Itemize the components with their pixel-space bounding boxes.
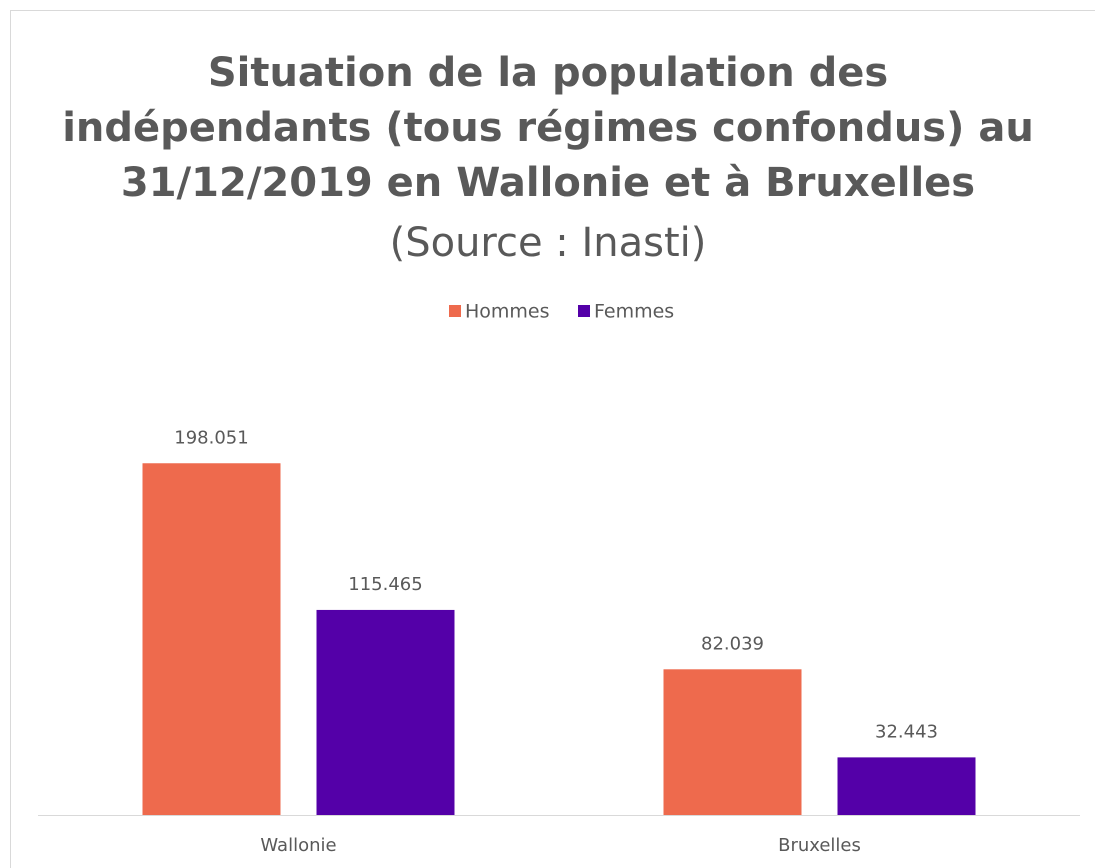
data-label: 198.051 <box>174 427 248 448</box>
chart-title: indépendants (tous régimes confondus) au <box>62 105 1034 151</box>
legend-swatch <box>578 305 590 317</box>
bar <box>837 757 976 815</box>
x-tick-label: Bruxelles <box>778 835 861 856</box>
chart-subtitle: (Source : Inasti) <box>390 220 707 266</box>
bar <box>316 609 455 815</box>
legend-label: Femmes <box>594 301 674 323</box>
legend-swatch <box>449 305 461 317</box>
data-label: 115.465 <box>348 574 422 595</box>
legend-label: Hommes <box>465 301 550 323</box>
bar <box>663 669 802 815</box>
data-label: 82.039 <box>701 633 764 654</box>
chart-title: 31/12/2019 en Wallonie et à Bruxelles <box>121 160 975 206</box>
x-tick-label: Wallonie <box>260 835 336 856</box>
chart-title: Situation de la population des <box>208 50 888 96</box>
bar <box>142 463 281 815</box>
data-label: 32.443 <box>875 721 938 742</box>
